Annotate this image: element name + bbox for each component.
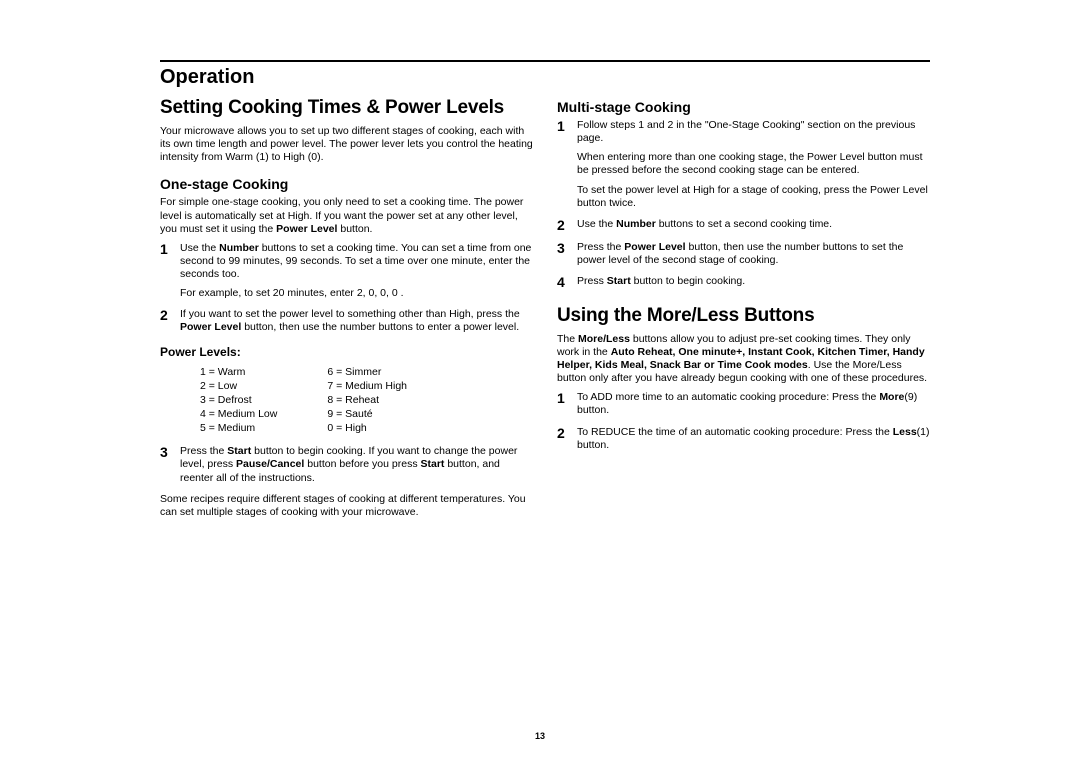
one-stage-steps: 1 Use the Number buttons to set a cookin…: [160, 242, 533, 335]
power-levels-table: 1 = Warm 2 = Low 3 = Defrost 4 = Medium …: [200, 365, 533, 436]
one-stage-tail: Some recipes require different stages of…: [160, 493, 533, 519]
step-item: 1 To ADD more time to an automatic cooki…: [557, 391, 930, 417]
power-col-right: 6 = Simmer 7 = Medium High 8 = Reheat 9 …: [327, 365, 407, 436]
power-level: 5 = Medium: [200, 421, 277, 435]
step-body: Follow steps 1 and 2 in the "One-Stage C…: [577, 119, 930, 210]
step-body: Press the Start button to begin cooking.…: [180, 445, 533, 484]
page-number: 13: [0, 731, 1080, 741]
power-level: 2 = Low: [200, 379, 277, 393]
step-body: Use the Number buttons to set a cooking …: [180, 242, 533, 301]
heading-more-less: Using the More/Less Buttons: [557, 305, 930, 327]
step-number: 2: [557, 218, 577, 233]
step-item: 1 Follow steps 1 and 2 in the "One-Stage…: [557, 119, 930, 210]
content-columns: Setting Cooking Times & Power Levels You…: [160, 95, 930, 525]
power-level: 0 = High: [327, 421, 407, 435]
step-item: 4 Press Start button to begin cooking.: [557, 275, 930, 290]
more-less-steps: 1 To ADD more time to an automatic cooki…: [557, 391, 930, 452]
power-level: 9 = Sauté: [327, 407, 407, 421]
step-number: 1: [557, 391, 577, 417]
right-column: Multi-stage Cooking 1 Follow steps 1 and…: [557, 95, 930, 525]
intro-paragraph: Your microwave allows you to set up two …: [160, 125, 533, 164]
more-less-intro: The More/Less buttons allow you to adjus…: [557, 333, 930, 386]
heading-multi-stage: Multi-stage Cooking: [557, 99, 930, 115]
power-level: 8 = Reheat: [327, 393, 407, 407]
step-body: Press the Power Level button, then use t…: [577, 241, 930, 267]
step-number: 2: [160, 308, 180, 334]
step-item: 2 If you want to set the power level to …: [160, 308, 533, 334]
heading-setting-times: Setting Cooking Times & Power Levels: [160, 97, 533, 119]
step-number: 1: [160, 242, 180, 301]
power-level: 6 = Simmer: [327, 365, 407, 379]
step-body: To ADD more time to an automatic cooking…: [577, 391, 930, 417]
power-levels-block: Power Levels: 1 = Warm 2 = Low 3 = Defro…: [182, 345, 533, 436]
section-title: Operation: [160, 66, 930, 89]
step-number: 2: [557, 426, 577, 452]
one-stage-steps-cont: 3 Press the Start button to begin cookin…: [160, 445, 533, 484]
step-item: 1 Use the Number buttons to set a cookin…: [160, 242, 533, 301]
step-number: 3: [160, 445, 180, 484]
power-level: 7 = Medium High: [327, 379, 407, 393]
step-number: 3: [557, 241, 577, 267]
step-item: 2 To REDUCE the time of an automatic coo…: [557, 426, 930, 452]
step-item: 3 Press the Power Level button, then use…: [557, 241, 930, 267]
step-number: 4: [557, 275, 577, 290]
power-col-left: 1 = Warm 2 = Low 3 = Defrost 4 = Medium …: [200, 365, 277, 436]
one-stage-intro: For simple one-stage cooking, you only n…: [160, 196, 533, 235]
step-body: Use the Number buttons to set a second c…: [577, 218, 930, 233]
manual-page: Operation Setting Cooking Times & Power …: [0, 0, 1080, 545]
step-item: 2 Use the Number buttons to set a second…: [557, 218, 930, 233]
step-body: To REDUCE the time of an automatic cooki…: [577, 426, 930, 452]
power-levels-heading: Power Levels:: [160, 345, 533, 359]
step-body: Press Start button to begin cooking.: [577, 275, 930, 290]
power-level: 1 = Warm: [200, 365, 277, 379]
step-body: If you want to set the power level to so…: [180, 308, 533, 334]
heading-one-stage: One-stage Cooking: [160, 176, 533, 192]
step-item: 3 Press the Start button to begin cookin…: [160, 445, 533, 484]
power-level: 4 = Medium Low: [200, 407, 277, 421]
left-column: Setting Cooking Times & Power Levels You…: [160, 95, 533, 525]
top-rule: [160, 60, 930, 62]
power-level: 3 = Defrost: [200, 393, 277, 407]
step-number: 1: [557, 119, 577, 210]
multi-stage-steps: 1 Follow steps 1 and 2 in the "One-Stage…: [557, 119, 930, 291]
